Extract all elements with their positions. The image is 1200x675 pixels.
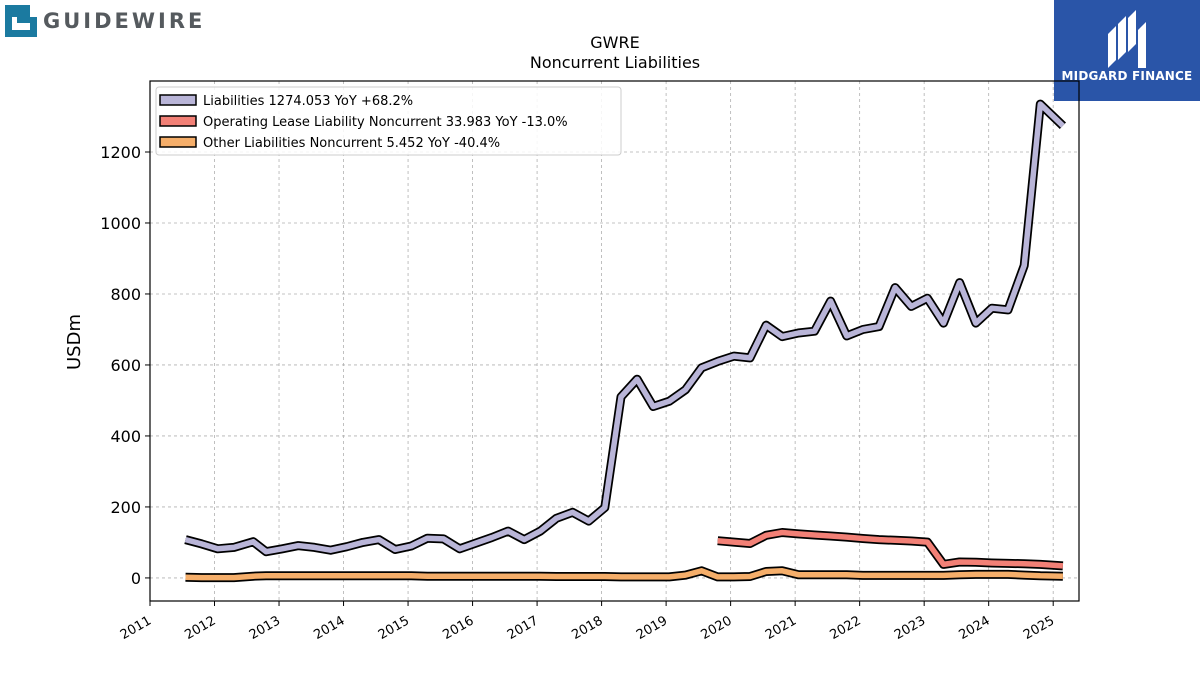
series-lines	[184, 99, 1067, 583]
midgard-finance-badge: MIDGARD FINANCE	[1054, 0, 1200, 101]
x-tick-label: 2024	[957, 613, 993, 643]
x-tick-label: 2013	[247, 613, 283, 643]
legend-swatch	[159, 115, 197, 127]
x-axis-ticks: 2011 2012 2013 2014 2015 2016 2017 2018 2019 2020…	[118, 601, 1057, 643]
x-tick-label: 2025	[1021, 613, 1057, 643]
y-axis-ticks: 0 200 400 600 800 1000 1200	[100, 143, 150, 588]
legend-swatch	[159, 94, 197, 106]
chart-subtitle: Noncurrent Liabilities	[530, 53, 700, 72]
series-outline-liabilities	[184, 99, 1067, 557]
midgard-finance-text: MIDGARD FINANCE	[1061, 69, 1193, 83]
series-line-other-liabilities-noncurrent	[185, 568, 1063, 581]
y-tick-label: 0	[131, 569, 141, 588]
guidewire-logo: GUIDEWIRE	[5, 5, 205, 37]
legend: Liabilities 1274.053 YoY +68.2% Operating…	[155, 86, 622, 156]
chart-title: GWRE	[590, 33, 639, 52]
x-tick-label: 2012	[182, 613, 218, 643]
y-tick-label: 600	[110, 356, 141, 375]
y-tick-label: 1200	[100, 143, 141, 162]
y-axis-label: USDm	[64, 314, 85, 370]
x-tick-label: 2018	[569, 613, 605, 643]
y-tick-label: 1000	[100, 214, 141, 233]
series-line-operating-lease-liability-noncurrent	[717, 529, 1064, 569]
midgard-logo-icon	[1108, 10, 1146, 68]
x-tick-label: 2017	[505, 613, 541, 643]
legend-label: Operating Lease Liability Noncurrent 33.…	[203, 115, 568, 130]
x-tick-label: 2019	[634, 613, 670, 643]
x-tick-label: 2020	[698, 613, 734, 643]
legend-box	[155, 86, 622, 156]
series-line-liabilities	[184, 101, 1065, 555]
plot-frame	[149, 80, 1080, 602]
x-tick-label: 2015	[376, 613, 412, 643]
x-tick-label: 2011	[118, 613, 154, 643]
x-tick-label: 2021	[763, 613, 799, 643]
legend-swatch	[159, 136, 197, 148]
y-tick-label: 400	[110, 427, 141, 446]
x-tick-label: 2016	[440, 613, 476, 643]
legend-label: Liabilities 1274.053 YoY +68.2%	[203, 94, 413, 109]
y-tick-label: 800	[110, 285, 141, 304]
legend-label: Other Liabilities Noncurrent 5.452 YoY -…	[203, 136, 500, 151]
grid-lines	[149, 81, 1079, 601]
x-tick-label: 2014	[311, 613, 347, 643]
guidewire-logo-text: GUIDEWIRE	[43, 9, 206, 33]
x-tick-label: 2023	[892, 613, 928, 643]
guidewire-logo-icon	[5, 5, 37, 37]
x-tick-label: 2022	[827, 613, 863, 643]
y-tick-label: 200	[110, 498, 141, 517]
